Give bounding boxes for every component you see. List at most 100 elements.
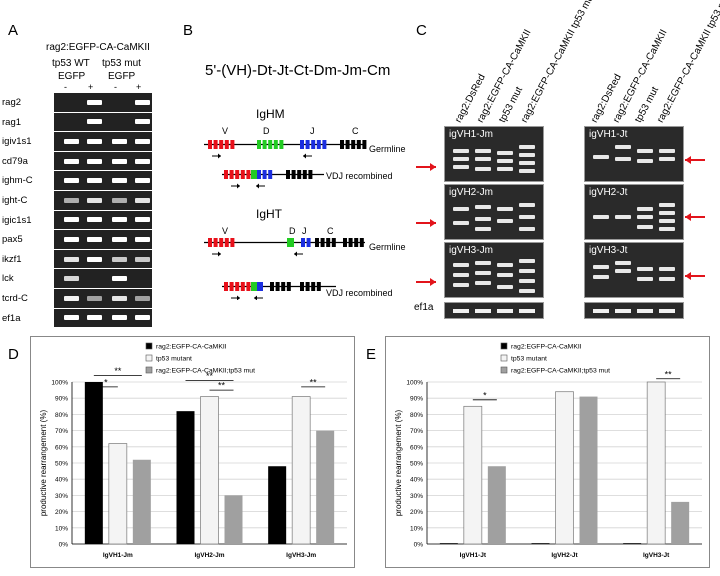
group-label-mut: tp53 mut [102,58,141,69]
gel-box-title: igVH2-Jt [589,187,628,198]
gel-row-label: rag1 [2,116,22,128]
significance-marker: ** [218,381,226,391]
y-tick-label: 10% [55,525,68,532]
gel-band [475,205,491,209]
gel-band [519,161,535,165]
lane-plus-1: + [88,82,94,92]
gene-segment [305,140,310,149]
gel-row [54,249,152,269]
y-axis-label: productive rearrangement (%) [39,410,48,517]
arrow-markers [416,156,705,286]
gel-band [453,273,469,277]
gel-band [135,138,150,144]
bar [224,495,243,544]
primer-arrowhead [294,251,297,257]
gel-band [87,295,102,301]
gel-band [135,295,150,301]
gene-segment [300,282,304,291]
significance-marker: * [483,390,487,400]
gel-band [64,138,79,144]
ight-title: IgHT [256,207,283,221]
gel-band [475,309,491,313]
gene-segment [235,282,240,291]
gel-row [54,132,152,151]
gene-segment [343,238,347,247]
gel-band [64,295,79,301]
y-tick-label: 60% [55,444,68,451]
gel-band [112,138,127,144]
gene-segment [316,140,321,149]
gel-band [64,158,79,164]
gene-segment [262,170,267,179]
gene-segment [275,282,280,291]
y-tick-label: 50% [410,461,423,468]
gel-band [87,217,102,223]
legend-label: rag2:EGFP-CA-CaMKII [156,344,227,351]
significance-marker: ** [114,366,122,376]
gel-row [54,269,152,288]
gel-band [135,158,150,164]
y-tick-label: 70% [410,428,423,435]
seg-d-1: D [263,126,270,136]
control-label: ef1a [414,302,434,313]
gel-band [453,283,469,287]
gene-segment [246,282,251,291]
y-tick-label: 90% [410,396,423,403]
lane-label: rag2:EGFP-CA-CaMKII tp53 mut [655,0,720,125]
red-arrowhead [685,272,691,280]
gel-band [453,157,469,161]
gel-band [593,309,609,313]
gel-band [497,309,513,313]
germline-label-2: Germline [369,242,406,252]
gel-row [54,151,152,171]
y-tick-label: 80% [55,412,68,419]
gel-box: igVH2-Jt [584,184,684,240]
gel-row-label: cd79a [2,155,28,167]
gene-segment [311,282,316,291]
gel-row-label: ight-C [2,195,28,206]
primer-arrowhead [256,183,259,189]
gene-segment [240,282,245,291]
gel-box: igVH2-Jm [444,184,544,240]
gel-band [497,159,513,163]
gel-band [519,259,535,263]
significance-marker: ** [310,377,318,387]
y-tick-label: 0% [414,542,424,549]
gel-box-title: igVH1-Jt [589,129,628,140]
gene-segment [340,140,344,149]
gel-band [519,279,535,283]
gel-band [135,217,150,223]
gel-row [54,171,152,190]
gel-band [659,157,675,161]
bar [316,430,335,544]
gel-band [615,309,631,313]
primer-arrowhead [218,251,221,257]
red-arrowhead [685,213,691,221]
legend-label: tp53 mutant [511,356,547,363]
gene-segment [219,238,224,247]
gel-band [659,211,675,215]
gene-segment [315,238,319,247]
primer-arrowhead [237,295,240,300]
germline-label-1: Germline [369,144,406,154]
bar [200,396,219,545]
gel-band [112,295,127,301]
legend-swatch [500,342,508,350]
gel-band [519,203,535,207]
significance-marker: ** [206,371,214,381]
panel-letter-d: D [8,346,19,363]
construct-label: rag2:EGFP-CA-CaMKII [46,42,150,53]
gel-band [615,269,631,273]
gel-band [475,167,491,171]
bar [531,543,550,544]
gel-band [112,236,127,242]
gel-band [475,227,491,231]
gel-band [64,178,79,184]
vdj-label-1: VDJ recombined [326,171,393,181]
legend-swatch [145,354,153,362]
gel-band [453,149,469,153]
gel-band [519,309,535,313]
gel-band [615,261,631,265]
gene-segment [359,238,364,247]
lane-plus-2: + [136,82,142,92]
